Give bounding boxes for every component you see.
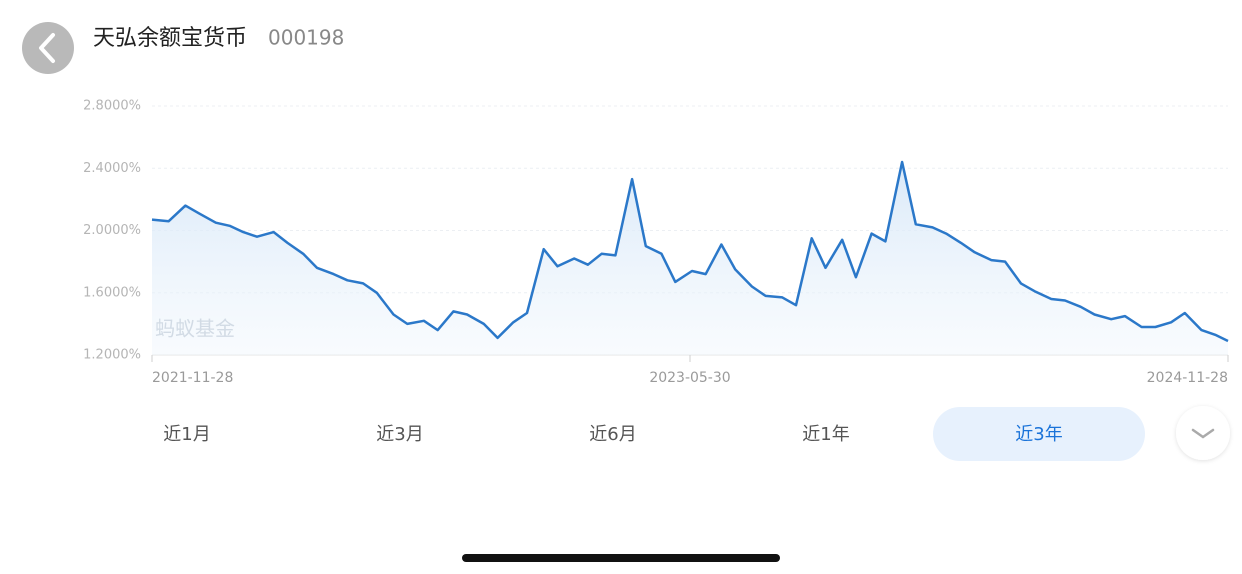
watermark: 蚂蚁基金 [155, 317, 235, 341]
tab-label[interactable]: 近1月 [163, 424, 210, 445]
tab-selected-bg[interactable] [933, 407, 1145, 461]
y-tick-label: 2.4000% [83, 161, 141, 176]
home-indicator [462, 554, 780, 562]
range-tab[interactable]: 近1月 [163, 424, 210, 445]
x-tick-label: 2023-05-30 [649, 370, 730, 386]
y-tick-label: 2.8000% [83, 99, 141, 114]
back-icon[interactable] [39, 33, 55, 63]
back-circle[interactable] [22, 22, 74, 74]
y-tick-label: 1.2000% [83, 348, 141, 363]
back-button[interactable] [22, 22, 74, 74]
range-tab[interactable]: 近3年 [933, 407, 1145, 461]
more-circle[interactable] [1176, 406, 1230, 460]
chart: 1.2000% 1.6000% 2.0000% 2.4000% 2.8000% 2021-… [83, 99, 1229, 386]
fund-title: 天弘余额宝货币 [93, 26, 247, 51]
x-tick-label: 2024-11-28 [1147, 370, 1228, 386]
tab-label[interactable]: 近1年 [802, 424, 849, 445]
tab-label[interactable]: 近3年 [1015, 424, 1062, 445]
fund-code: 000198 [268, 26, 344, 50]
chevron-icon[interactable] [1191, 428, 1215, 439]
range-tab[interactable]: 近3月 [376, 424, 423, 445]
area-fill [152, 162, 1228, 355]
range-tabs: 近1月 近3月 近6月 近1年 近3年 [163, 407, 1145, 461]
tab-label[interactable]: 近6月 [589, 424, 636, 445]
x-tick-label: 2021-11-28 [152, 370, 233, 386]
y-tick-label: 2.0000% [83, 223, 141, 238]
y-tick-label: 1.6000% [83, 285, 141, 300]
range-tab[interactable]: 近1年 [802, 424, 849, 445]
line-series [151, 160, 1229, 343]
more-button[interactable] [1176, 406, 1230, 460]
tab-label[interactable]: 近3月 [376, 424, 423, 445]
range-tab[interactable]: 近6月 [589, 424, 636, 445]
